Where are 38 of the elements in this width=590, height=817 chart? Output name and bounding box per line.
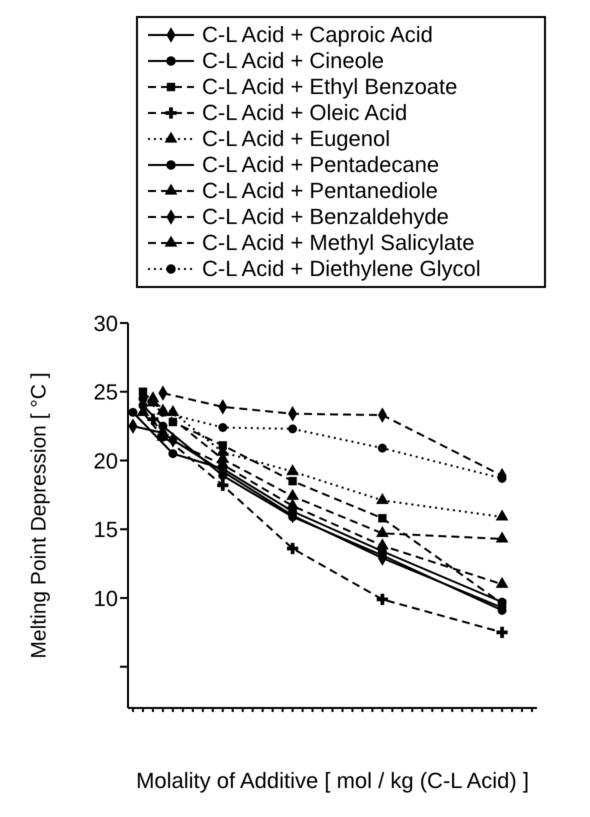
y-tick-label: 15 <box>94 517 118 542</box>
point <box>286 464 299 476</box>
point <box>217 480 228 491</box>
point <box>218 423 228 432</box>
point <box>376 594 388 605</box>
point <box>496 626 508 638</box>
y-tick-label: 25 <box>94 380 118 405</box>
legend-label: C-L Acid + Methyl Salicylate <box>202 230 474 256</box>
legend-label: C-L Acid + Cineole <box>202 48 384 74</box>
point <box>286 542 298 554</box>
point <box>376 526 389 538</box>
point <box>168 449 178 458</box>
legend-label: C-L Acid + Benzaldehyde <box>202 204 449 230</box>
legend-label: C-L Acid + Caproic Acid <box>202 22 433 48</box>
point <box>286 498 299 510</box>
point <box>158 422 168 431</box>
point <box>496 532 508 543</box>
y-axis-title: Melting Point Depression [ °C ] <box>27 372 50 659</box>
legend-label: C-L Acid + Diethylene Glycol <box>202 256 481 282</box>
point <box>376 493 389 504</box>
y-tick-label: 10 <box>94 586 118 611</box>
point <box>168 418 178 426</box>
y-tick-label: 20 <box>94 448 118 474</box>
legend-label: C-L Acid + Pentanediole <box>202 178 438 204</box>
legend-label: C-L Acid + Pentadecane <box>202 152 440 178</box>
legend-label: C-L Acid + Ethyl Benzoate <box>202 74 458 100</box>
point <box>288 476 297 486</box>
x-axis-title: Molality of Additive [ mol / kg (C-L Acid) ] <box>136 768 529 793</box>
legend-label: C-L Acid + Oleic Acid <box>202 100 408 126</box>
point <box>128 408 138 417</box>
point <box>378 514 387 522</box>
point <box>166 405 180 416</box>
point <box>378 444 387 453</box>
point <box>147 414 159 425</box>
legend-label: C-L Acid + Eugenol <box>202 126 390 152</box>
point <box>496 510 508 521</box>
y-tick-label: 30 <box>94 310 118 336</box>
point <box>288 424 298 434</box>
